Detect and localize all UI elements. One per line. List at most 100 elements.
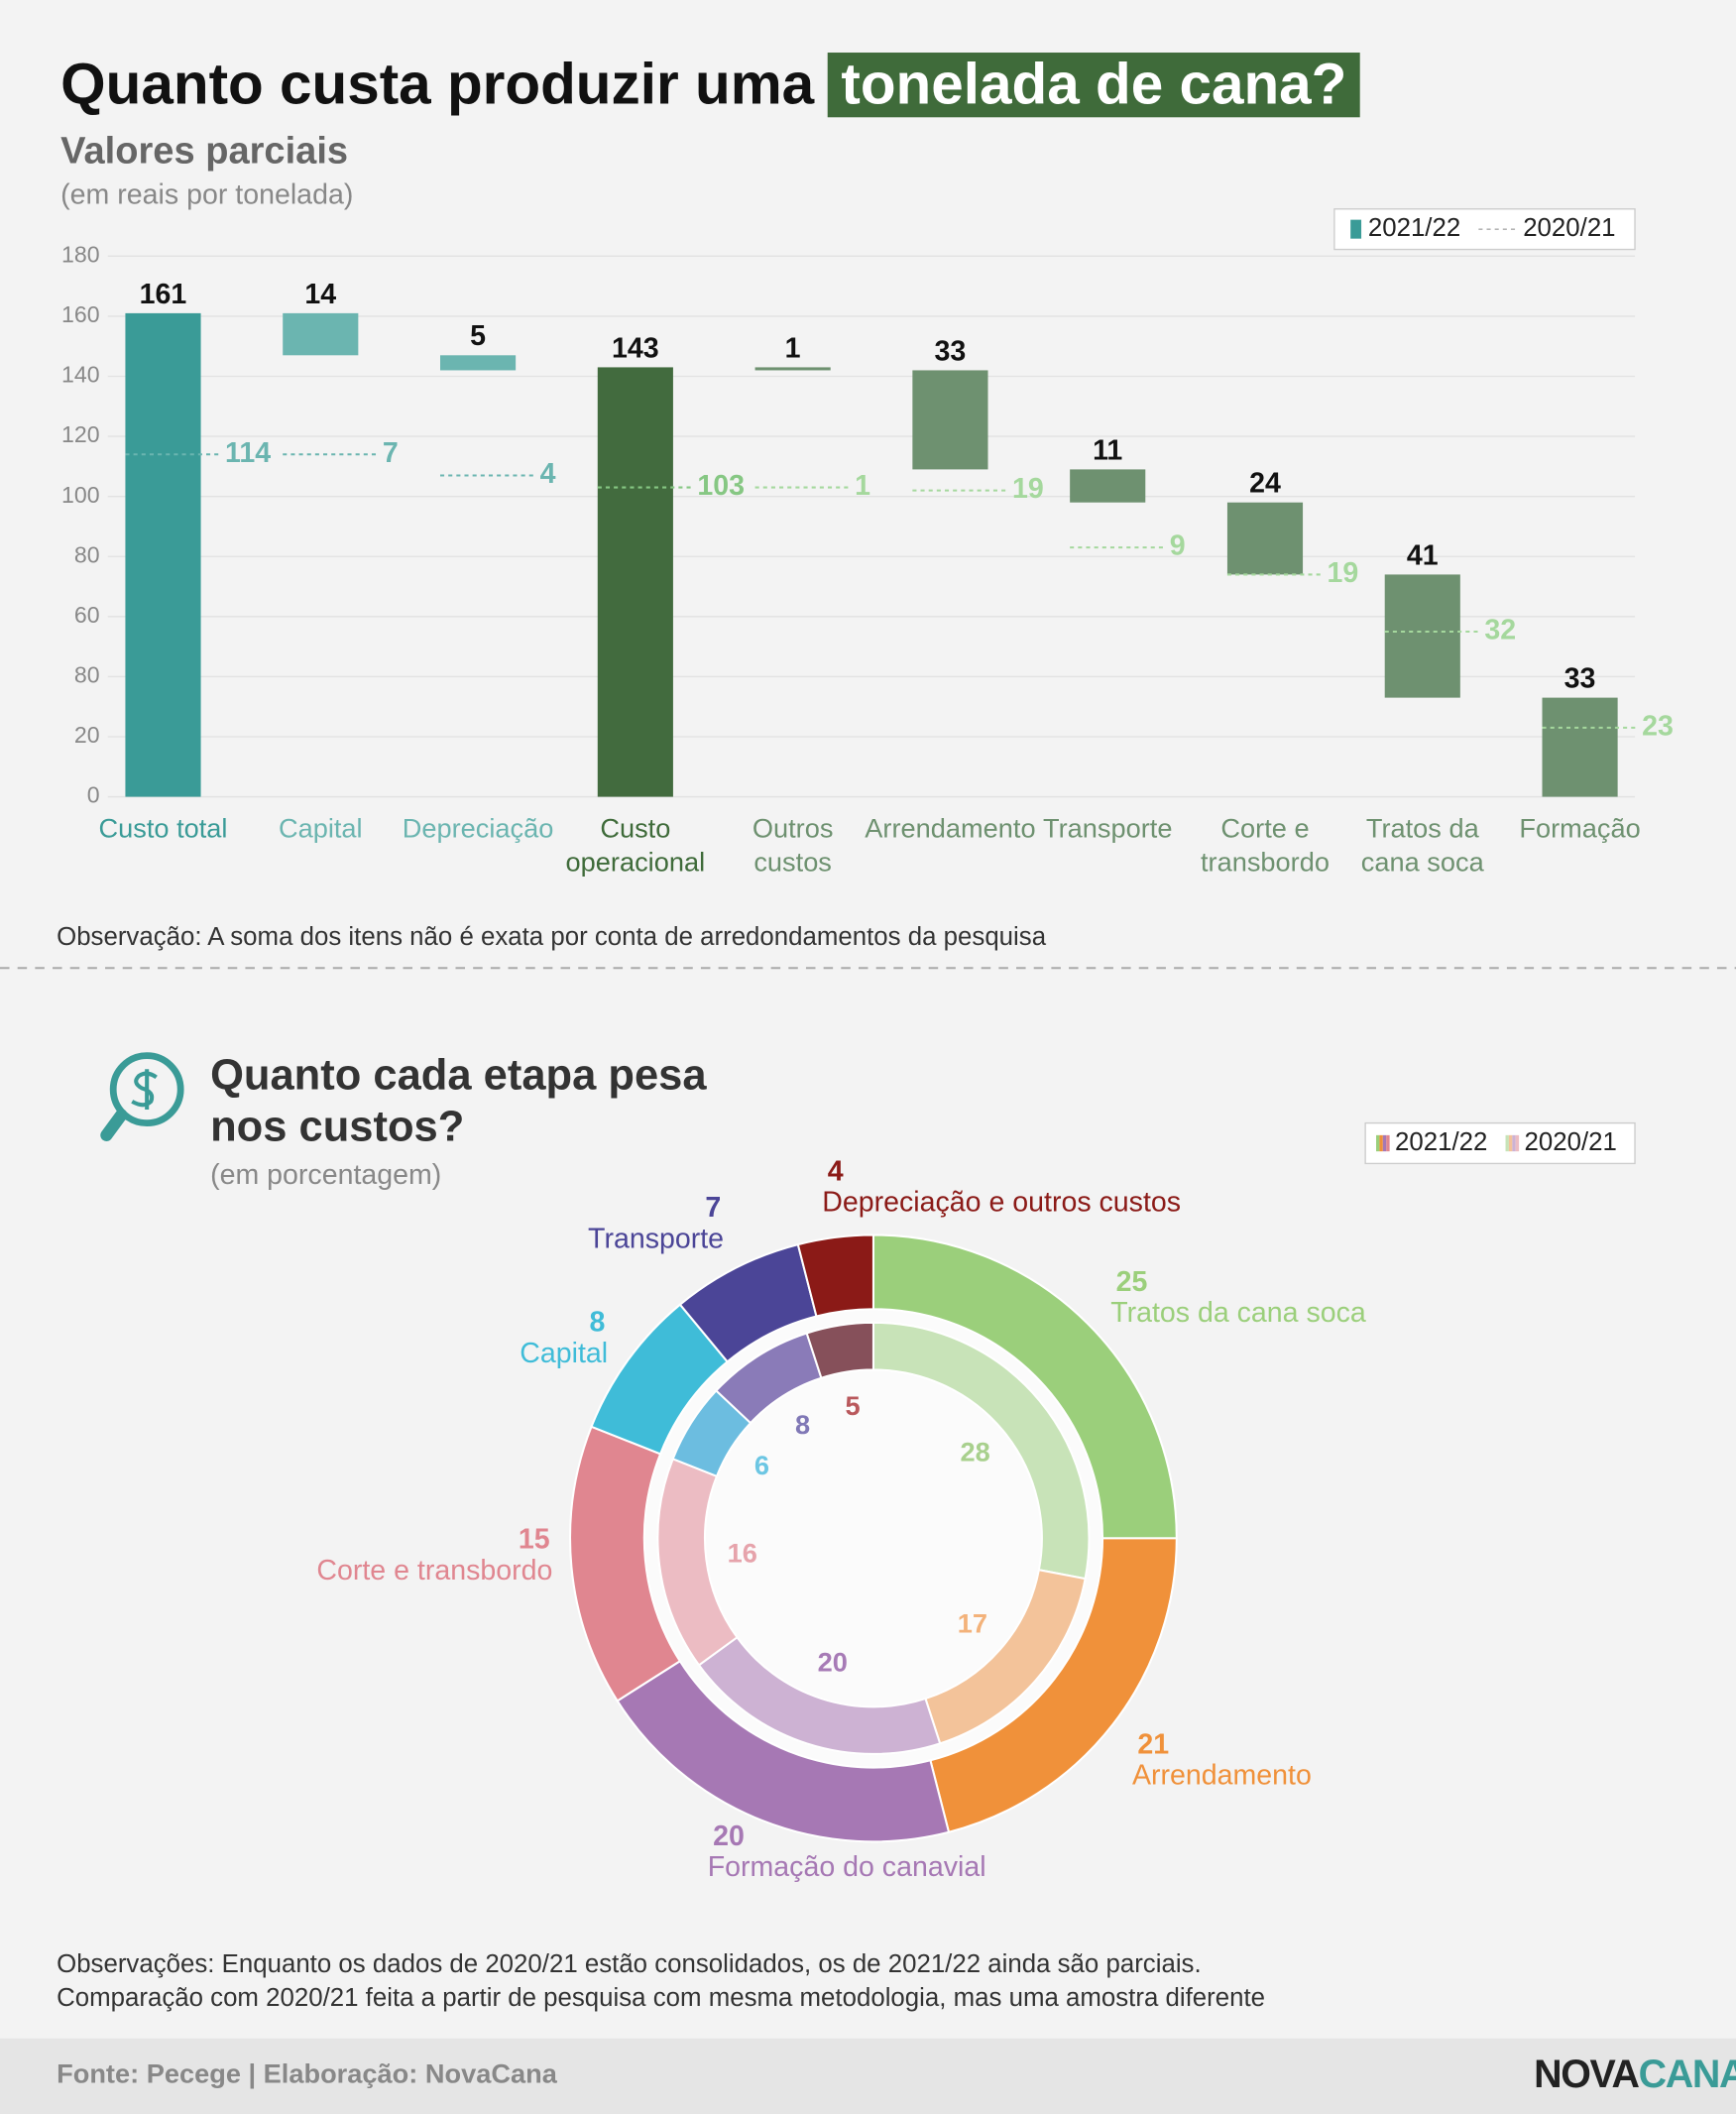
x-tick-label: Capital <box>256 813 386 847</box>
prev-year-label: 114 <box>225 437 271 469</box>
value-label: 6 <box>754 1450 769 1480</box>
value-label: 15 <box>519 1524 550 1556</box>
bar <box>125 312 201 797</box>
legend-swatch <box>1386 1134 1390 1152</box>
value-label: 7 <box>705 1192 721 1224</box>
y-tick-label: 180 <box>61 241 100 267</box>
category-label: Transporte <box>588 1223 724 1254</box>
y-tick-label: 80 <box>74 541 100 567</box>
money-search-icon <box>100 1052 184 1141</box>
y-tick-label: 80 <box>74 662 100 688</box>
logo-part: CANA <box>1638 2053 1736 2097</box>
legend-swatch <box>1505 1134 1509 1152</box>
unit-note: (em reais por tonelada) <box>60 178 354 211</box>
prev-year-label: 19 <box>1012 473 1044 505</box>
prev-year-label: 1 <box>855 470 870 502</box>
x-tick-label-text: Custo operacional <box>565 814 706 879</box>
x-tick-label-text: Corte e transbordo <box>1200 814 1330 879</box>
value-label: 143 <box>612 332 659 364</box>
note: Comparação com 2020/21 feita a partir de… <box>57 1984 1266 2014</box>
x-tick-label-text: Transporte <box>1042 814 1173 845</box>
bar <box>283 312 359 356</box>
bar <box>1542 697 1618 797</box>
category-label: Formação do canavial <box>708 1851 986 1883</box>
value-label: 5 <box>470 320 486 352</box>
legend-swatch <box>1376 1134 1380 1152</box>
category-label: Depreciação e outros custos <box>822 1187 1181 1219</box>
x-tick-label: Corte e transbordo <box>1201 813 1331 881</box>
donut-segment <box>805 1321 874 1380</box>
x-tick-label-text: Arrendamento <box>865 814 1036 845</box>
prev-year-label: 32 <box>1484 615 1516 646</box>
category-label: Arrendamento <box>1132 1760 1312 1792</box>
legend-swatch <box>1379 1134 1383 1152</box>
value-label: 17 <box>958 1608 987 1639</box>
legend-label: 2020/21 <box>1523 214 1615 242</box>
y-tick-label: 160 <box>61 301 100 327</box>
note: Observações: Enquanto os dados de 2020/2… <box>57 1950 1202 1980</box>
value-label: 21 <box>1137 1728 1169 1760</box>
bar <box>912 370 988 470</box>
legend-swatch <box>1508 1134 1513 1152</box>
value-label: 24 <box>1249 468 1281 500</box>
legend-label: 2021/22 <box>1395 1128 1487 1156</box>
x-tick-label-text: Outros custos <box>752 814 834 879</box>
subtitle: Valores parciais <box>60 129 349 172</box>
prev-year-label: 103 <box>697 470 745 502</box>
x-tick-label: Outros custos <box>728 813 858 881</box>
y-tick-label: 0 <box>87 782 100 808</box>
category-label: Corte e transbordo <box>316 1555 552 1586</box>
bar <box>440 355 517 371</box>
legend-swatch <box>1382 1134 1387 1152</box>
value-label: 161 <box>140 279 187 310</box>
value-label: 14 <box>304 279 336 310</box>
legend-swatch <box>1350 219 1362 239</box>
legend-swatch <box>1512 1134 1516 1152</box>
donut-title: Quanto cada etapa pesa nos custos? <box>210 1050 707 1150</box>
value-label: 20 <box>713 1820 745 1852</box>
x-tick-label: Custo operacional <box>566 813 706 881</box>
value-label: 8 <box>590 1307 606 1339</box>
value-label: 33 <box>1564 662 1596 694</box>
value-label: 8 <box>795 1409 810 1440</box>
footer-band <box>0 2038 1736 2114</box>
legend-label: 2020/21 <box>1525 1128 1617 1156</box>
x-tick-label: Tratos da cana soca <box>1358 813 1488 881</box>
legend-swatch <box>1515 1134 1520 1152</box>
donut-background <box>643 1309 1103 1768</box>
value-label: 4 <box>828 1155 844 1187</box>
bar <box>1226 502 1304 575</box>
bar <box>1384 574 1460 698</box>
value-label: 33 <box>935 335 967 367</box>
prev-year-label: 7 <box>383 437 399 469</box>
category-label: Capital <box>520 1338 608 1369</box>
y-tick-label: 60 <box>74 602 100 628</box>
x-tick-label-text: Custo total <box>98 814 228 845</box>
x-tick-label: Arrendamento <box>865 813 1035 847</box>
y-tick-label: 140 <box>61 362 100 388</box>
title: Quanto custa produzir uma <box>60 53 815 118</box>
note: Observação: A soma dos itens não é exata… <box>57 923 1047 952</box>
value-label: 16 <box>728 1537 757 1568</box>
prev-year-label: 23 <box>1642 710 1674 742</box>
prev-year-label: 19 <box>1328 557 1359 589</box>
prev-year-label: 4 <box>540 458 556 490</box>
logo: NOVACANA <box>1534 2054 1736 2098</box>
bar <box>597 367 673 797</box>
y-tick-label: 100 <box>61 482 100 508</box>
prev-year-label: 9 <box>1170 530 1186 562</box>
value-label: 11 <box>1093 434 1122 466</box>
x-tick-label-text: Capital <box>278 814 363 845</box>
x-tick-label-text: Depreciação <box>402 814 554 845</box>
value-label: 20 <box>818 1646 848 1677</box>
x-tick-label: Transporte <box>1043 813 1173 847</box>
legend-box <box>1333 208 1636 251</box>
legend-box <box>1364 1121 1636 1165</box>
donut-segment <box>796 1233 874 1318</box>
value-label: 1 <box>785 332 801 364</box>
logo-part: NOVA <box>1534 2053 1640 2097</box>
value-label: 28 <box>960 1437 989 1468</box>
